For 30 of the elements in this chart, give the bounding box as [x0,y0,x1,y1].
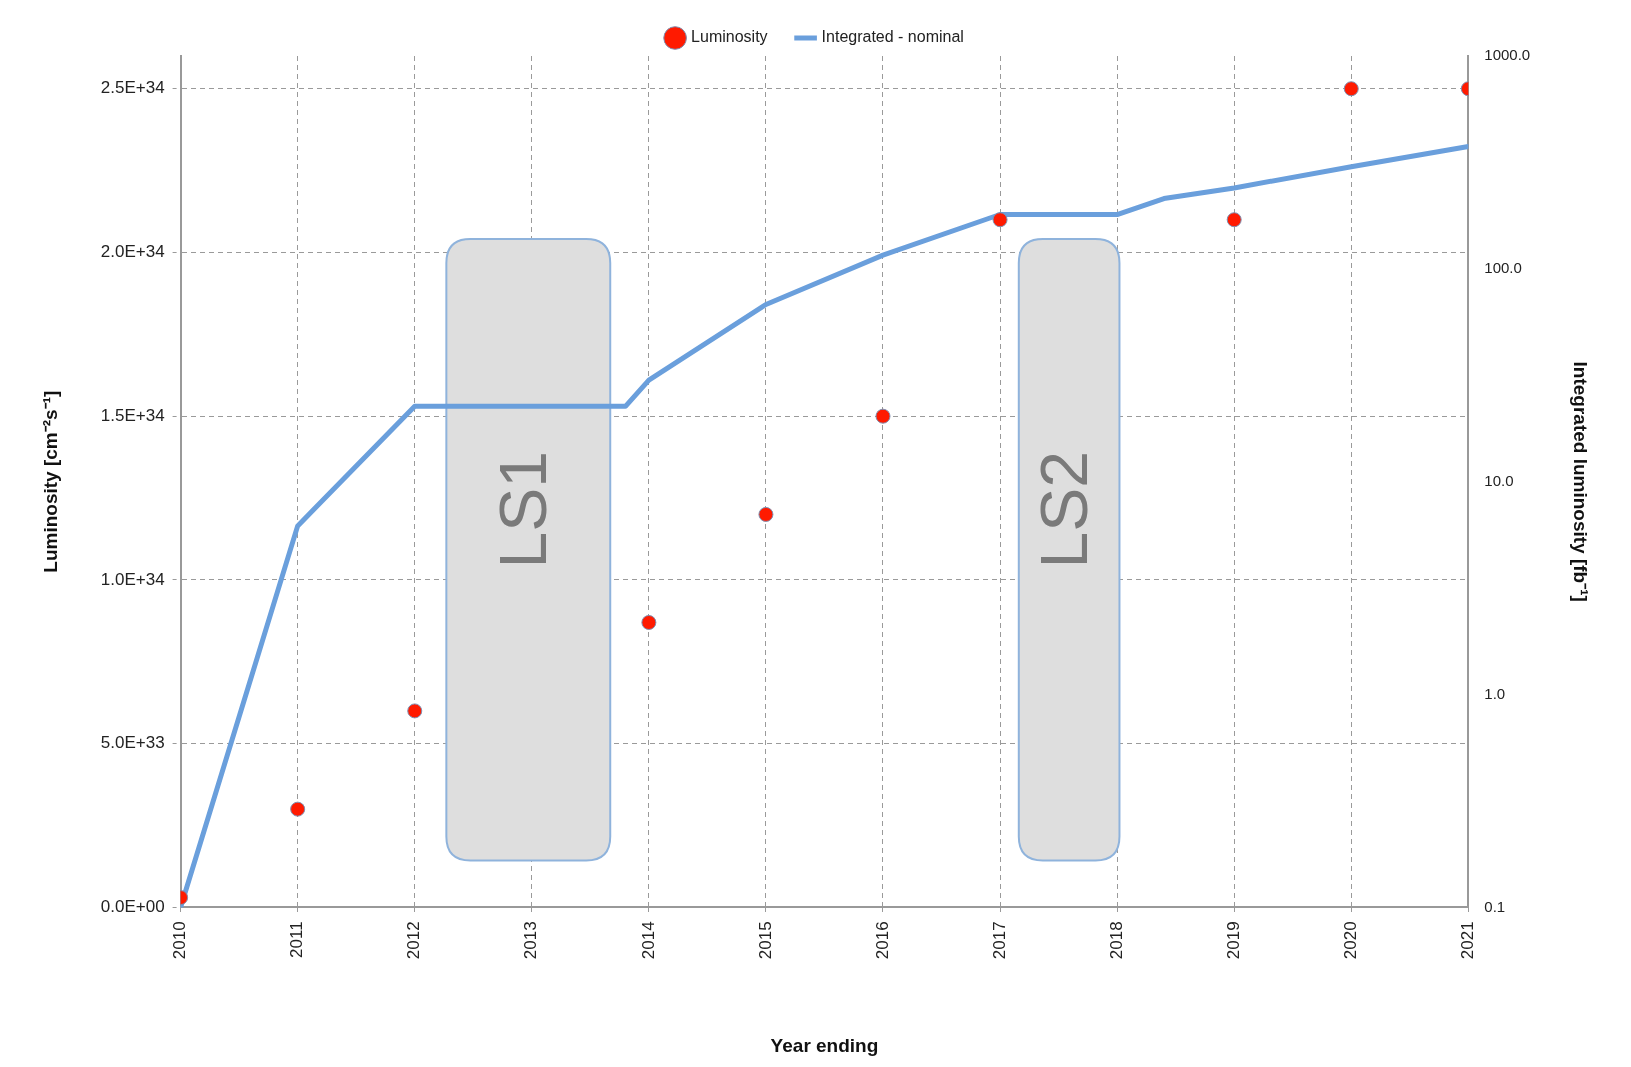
legend-label: Luminosity [691,28,768,46]
x-tick-label: 2016 [872,921,892,960]
y-axis-title: Luminosity [cm⁻²s⁻¹] [39,390,61,573]
x-tick-label: 2020 [1340,921,1360,960]
x-tick-label: 2019 [1223,921,1243,960]
y2-tick-label: 0.1 [1484,897,1506,915]
x-tick-label: 2014 [638,921,658,960]
x-tick-label: 2021 [1458,921,1478,960]
band-label: LS1 [486,451,561,569]
y-tick-label: 1.5E+34 [100,405,165,425]
x-tick-label: 2017 [989,921,1009,960]
x-tick-label: 2018 [1106,921,1126,960]
y-tick-label: 0.0E+00 [100,897,165,917]
y2-tick-label: 1000.0 [1484,46,1531,64]
y-tick-label: 1.0E+34 [100,569,165,589]
x-tick-label: 2012 [404,921,424,960]
x-tick-label: 2015 [755,921,775,960]
y-tick-label: 5.0E+33 [100,733,165,753]
y2-tick-label: 1.0 [1484,684,1506,702]
legend-label: Integrated - nominal [821,28,964,46]
x-tick-label: 2013 [521,921,541,960]
y-tick-label: 2.5E+34 [100,78,165,98]
y2-axis-title: Integrated luminosity [fb⁻¹] [1570,361,1592,602]
x-tick-label: 2010 [170,921,190,960]
x-axis-title: Year ending [770,1034,879,1056]
y2-tick-label: 10.0 [1484,471,1514,489]
y-tick-label: 2.0E+34 [100,242,165,262]
y2-tick-label: 100.0 [1484,258,1522,276]
x-tick-label: 2011 [287,921,307,958]
band-label: LS2 [1027,451,1102,569]
